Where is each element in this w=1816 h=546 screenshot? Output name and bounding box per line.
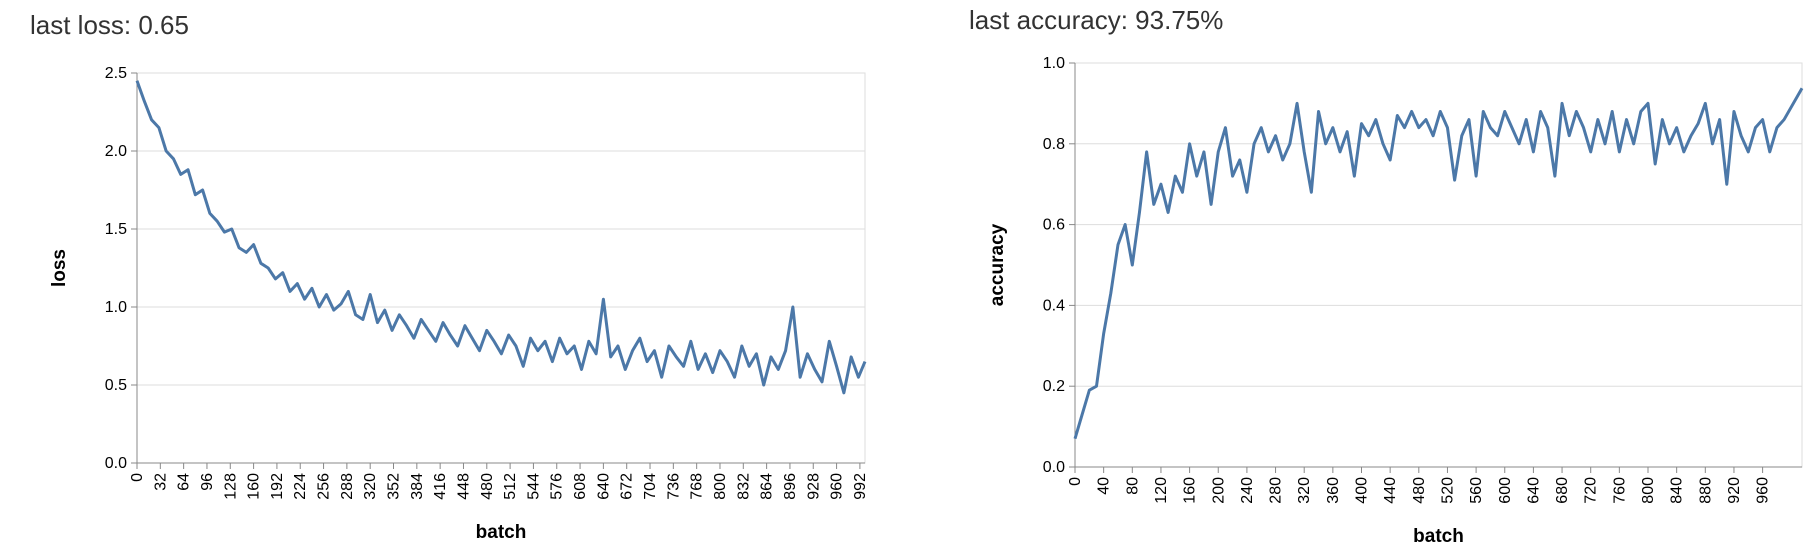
y-tick-label: 0.6: [1043, 217, 1065, 234]
x-tick-label: 384: [409, 473, 426, 500]
x-tick-label: 640: [595, 473, 612, 500]
x-tick-label: 64: [176, 473, 193, 491]
x-tick-label: 768: [689, 473, 706, 500]
x-tick-label: 800: [712, 473, 729, 500]
x-tick-label: 896: [782, 473, 799, 500]
x-tick-label: 128: [222, 473, 239, 500]
x-tick-label: 160: [246, 473, 263, 500]
x-tick-label: 0: [129, 473, 146, 482]
x-tick-label: 40: [1096, 477, 1113, 495]
x-tick-label: 840: [1669, 477, 1686, 504]
x-tick-label: 440: [1382, 477, 1399, 504]
x-tick-label: 480: [479, 473, 496, 500]
y-axis-title: accuracy: [987, 223, 1008, 306]
x-tick-label: 704: [642, 473, 659, 500]
x-tick-label: 160: [1182, 477, 1199, 504]
chart: last loss: 0.65 0.0 0.5 1.0 1.5 2.0 2.5 0 32 64 96…: [30, 10, 869, 543]
x-tick-label: 520: [1439, 477, 1456, 504]
x-tick-label: 352: [386, 473, 403, 500]
y-tick-label: 0.0: [1043, 459, 1065, 476]
x-axis-title: batch: [1413, 526, 1464, 546]
plot-frame: [1074, 62, 1803, 468]
x-tick-label: 960: [1755, 477, 1772, 504]
y-tick-label: 0.4: [1043, 297, 1065, 314]
x-tick-label: 360: [1325, 477, 1342, 504]
x-tick-label: 280: [1268, 477, 1285, 504]
chart: last accuracy: 93.75% 0.0 0.2 0.4 0.6 0.8 1.0 0…: [969, 5, 1804, 546]
x-tick-label: 400: [1354, 477, 1371, 504]
y-tick-label: 0.2: [1043, 378, 1065, 395]
x-tick-label: 448: [455, 473, 472, 500]
y-axis-title: loss: [49, 249, 70, 287]
x-tick-label: 992: [852, 473, 869, 500]
line: [1073, 87, 1804, 440]
x-tick-label: 120: [1153, 477, 1170, 504]
y-tick-label: 1.5: [105, 221, 127, 238]
x-tick-label: 880: [1697, 477, 1714, 504]
x-tick-label: 576: [549, 473, 566, 500]
x-tick-label: 200: [1210, 477, 1227, 504]
x-tick-label: 920: [1726, 477, 1743, 504]
line: [135, 80, 867, 395]
x-tick-label: 864: [759, 473, 776, 500]
x-tick-label: 760: [1611, 477, 1628, 504]
x-tick-label: 600: [1497, 477, 1514, 504]
y-tick-label: 1.0: [105, 299, 127, 316]
x-axis-title: batch: [476, 522, 527, 543]
x-tick-label: 80: [1124, 477, 1141, 495]
x-tick-label: 832: [735, 473, 752, 500]
x-tick-label: 0: [1067, 477, 1084, 486]
x-tick-label: 320: [1296, 477, 1313, 504]
plot-frame: [136, 72, 866, 464]
x-tick-label: 608: [572, 473, 589, 500]
x-tick-label: 672: [619, 473, 636, 500]
x-tick-label: 224: [292, 473, 309, 500]
x-tick-label: 800: [1640, 477, 1657, 504]
x-tick-label: 680: [1554, 477, 1571, 504]
x-tick-label: 560: [1468, 477, 1485, 504]
x-tick-label: 640: [1525, 477, 1542, 504]
chart-title: last loss: 0.65: [30, 10, 189, 40]
x-tick-label: 416: [432, 473, 449, 500]
x-tick-label: 736: [665, 473, 682, 500]
x-tick-label: 240: [1239, 477, 1256, 504]
y-tick-label: 0.5: [105, 377, 127, 394]
x-tick-label: 192: [269, 473, 286, 500]
x-tick-label: 512: [502, 473, 519, 500]
y-tick-label: 2.5: [105, 65, 127, 82]
y-tick-label: 0.0: [105, 455, 127, 472]
x-tick-label: 320: [362, 473, 379, 500]
x-tick-label: 256: [316, 473, 333, 500]
x-tick-label: 288: [339, 473, 356, 500]
x-tick-label: 480: [1411, 477, 1428, 504]
x-tick-label: 96: [199, 473, 216, 491]
x-tick-label: 960: [829, 473, 846, 500]
chart-title: last accuracy: 93.75%: [969, 5, 1223, 35]
y-tick-label: 0.8: [1043, 136, 1065, 153]
x-tick-label: 32: [152, 473, 169, 491]
x-tick-label: 928: [805, 473, 822, 500]
y-tick-label: 1.0: [1043, 55, 1065, 72]
x-tick-label: 544: [525, 473, 542, 500]
y-tick-label: 2.0: [105, 143, 127, 160]
x-tick-label: 720: [1583, 477, 1600, 504]
